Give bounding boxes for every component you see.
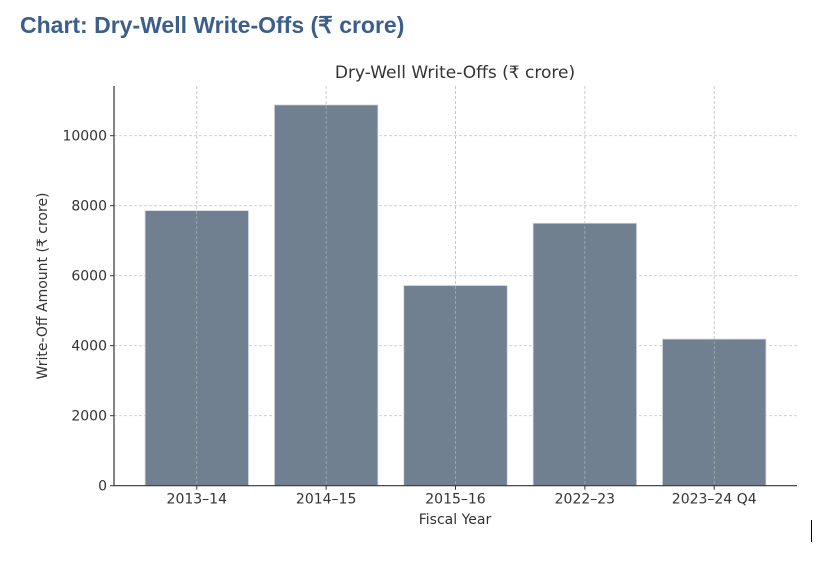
text-cursor	[811, 520, 812, 542]
x-axis-label: Fiscal Year	[419, 512, 492, 528]
y-tick-label: 8000	[71, 199, 107, 215]
x-tick-label: 2022–23	[555, 492, 615, 508]
y-tick-label: 6000	[71, 269, 107, 285]
y-tick-label: 4000	[71, 339, 107, 355]
page-heading: Chart: Dry-Well Write-Offs (₹ crore)	[20, 12, 405, 38]
x-tick-label: 2014–15	[296, 492, 356, 508]
y-axis-label: Write-Off Amount (₹ crore)	[35, 192, 51, 379]
x-tick-label: 2013–14	[167, 492, 228, 508]
chart-title: Dry-Well Write-Offs (₹ crore)	[335, 63, 575, 83]
y-tick-label: 0	[98, 479, 107, 495]
y-tick-label: 2000	[71, 409, 107, 425]
x-tick-label: 2023–24 Q4	[672, 492, 757, 508]
y-tick-label: 10000	[62, 129, 107, 145]
bar-2015–16	[403, 285, 508, 487]
x-tick-label: 2015–16	[425, 492, 486, 508]
